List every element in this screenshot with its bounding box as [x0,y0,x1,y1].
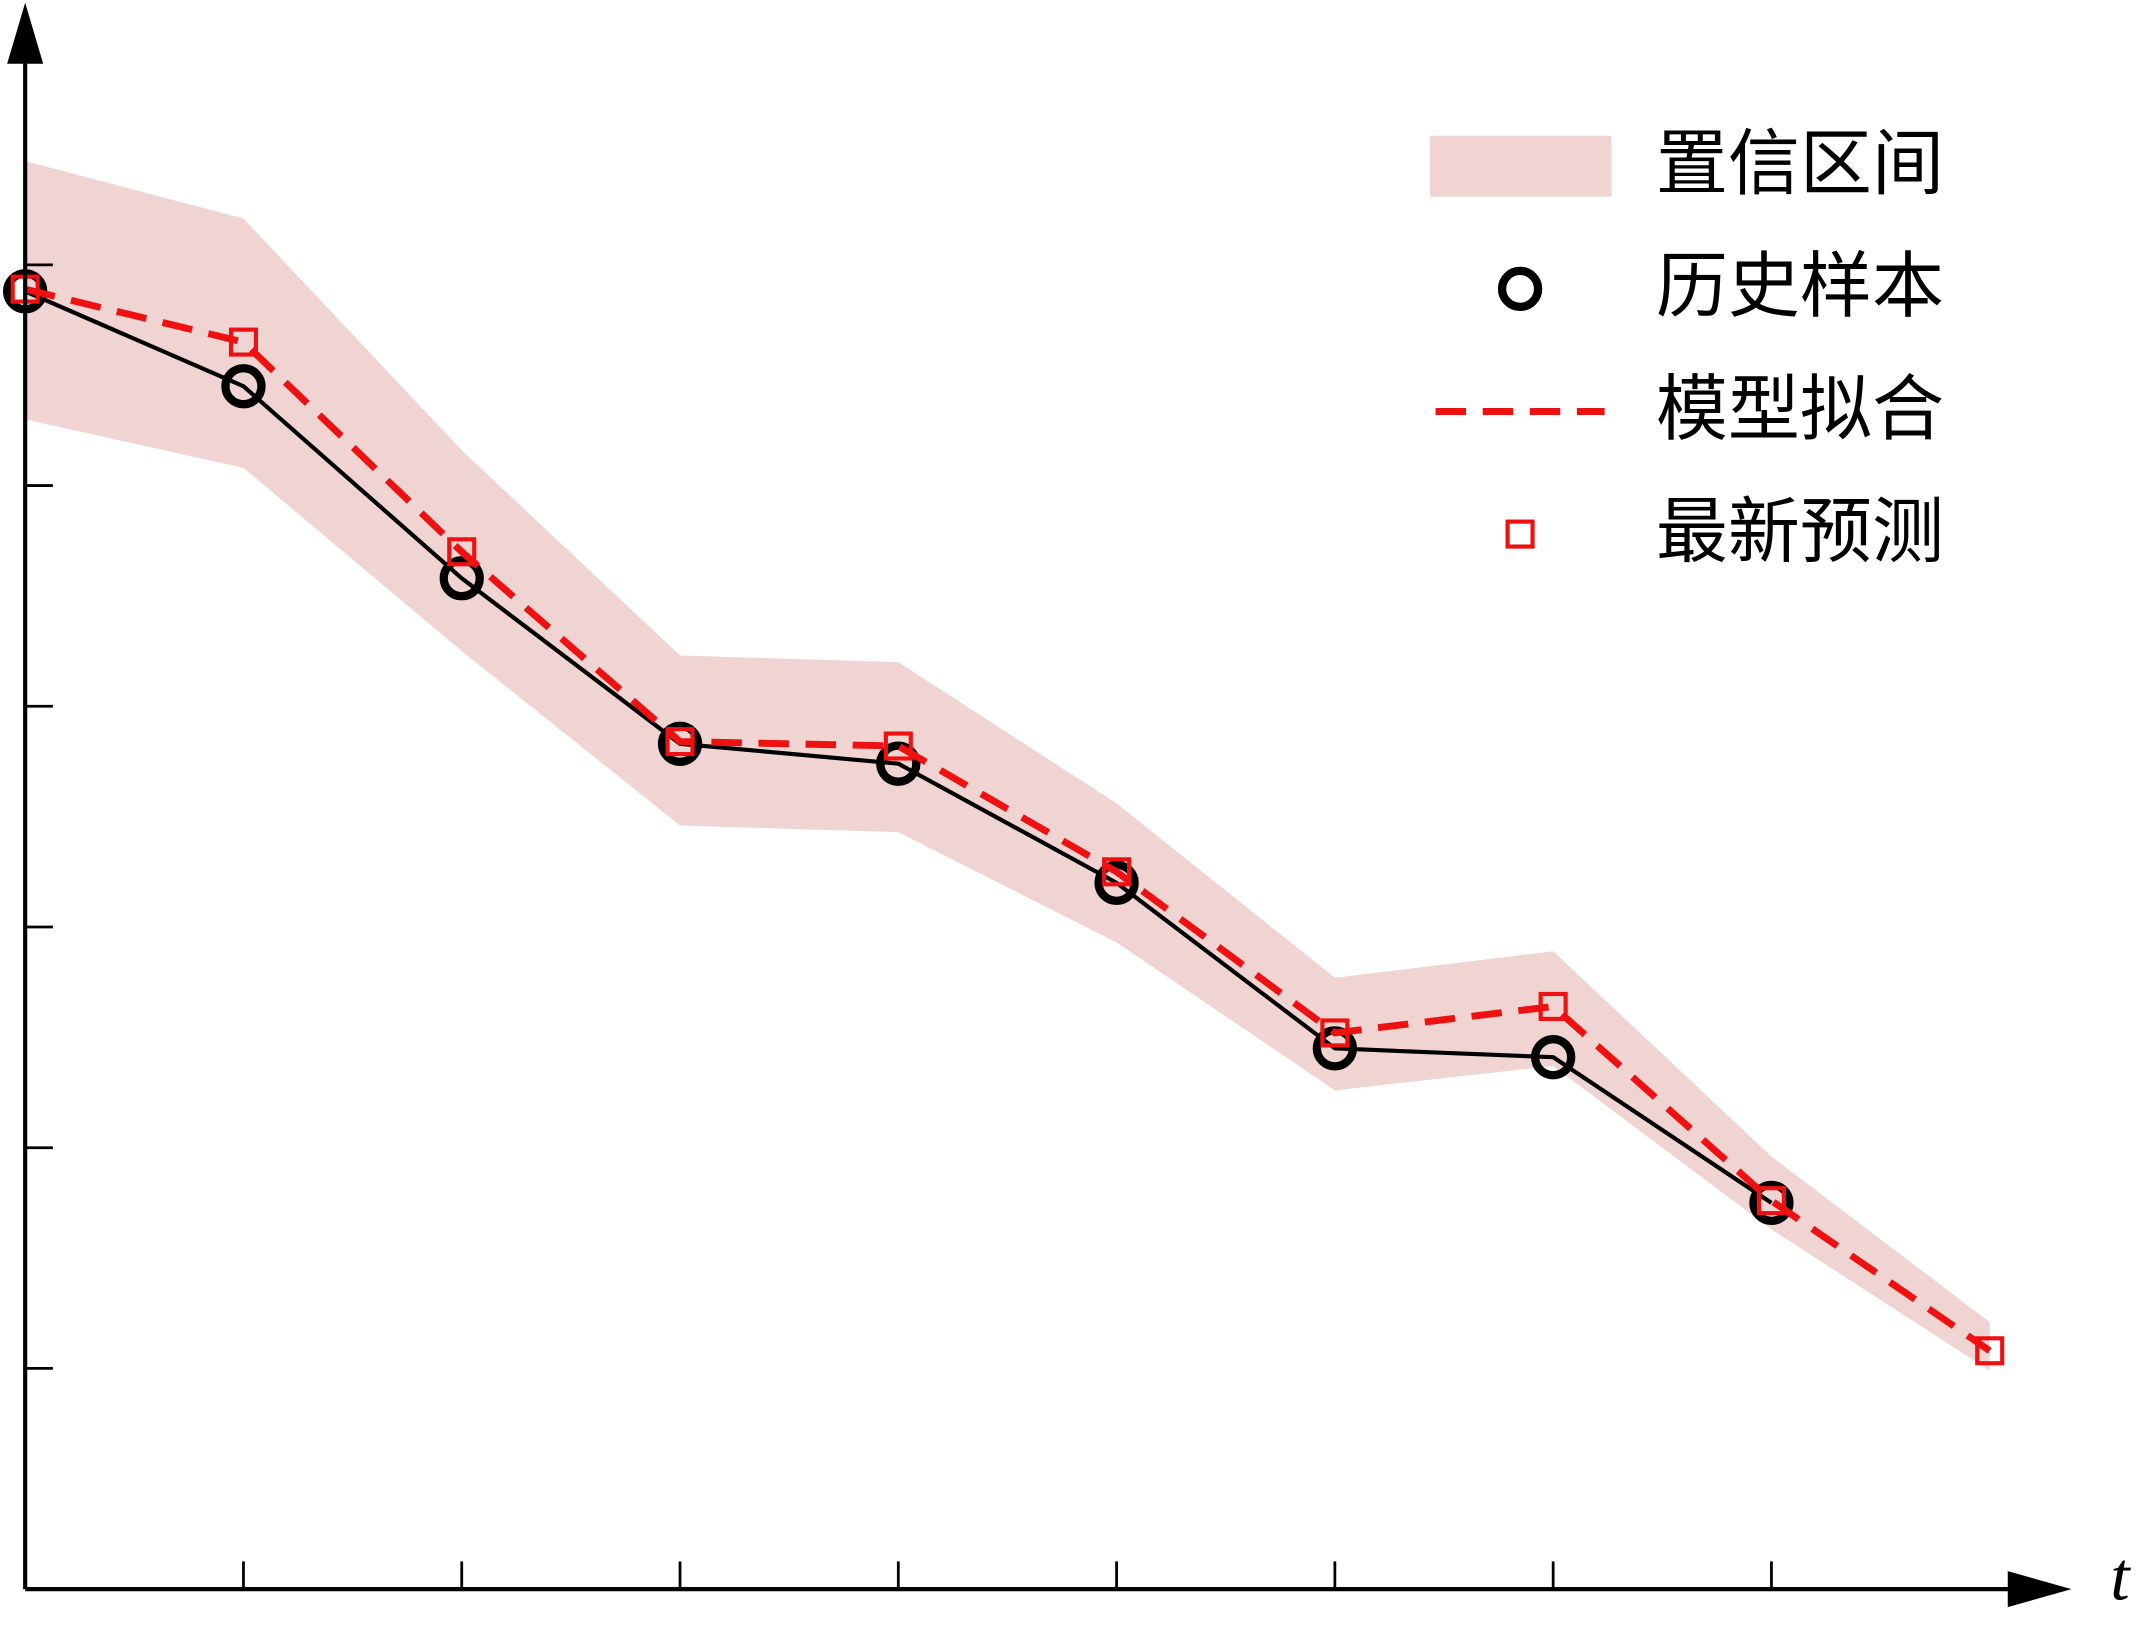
confidence-band [25,161,1990,1371]
prediction-point [228,327,259,357]
x-axis-arrow [2007,1571,2072,1608]
legend-label: 最新预测 [1656,489,1944,573]
prediction-point [1538,991,1568,1021]
history-point [439,556,484,601]
history-point [221,364,266,409]
history-point [1530,1035,1576,1080]
y-axis-arrow [7,2,44,64]
prediction-point [1320,1018,1350,1048]
prediction-point [1102,857,1132,887]
legend-swatch [1505,519,1535,549]
prediction-point [447,537,477,567]
prediction-point [665,727,695,757]
fit-line [24,285,1992,1354]
prediction-point [1756,1186,1786,1216]
prediction-point [1975,1336,2005,1366]
legend-swatch [1497,266,1543,312]
legend-label: 模型拟合 [1656,367,1944,451]
history-point [657,721,703,766]
legend-swatch [1430,135,1612,197]
history-line [24,289,1773,1205]
legend-label: 历史样本 [1656,244,1944,328]
legend-label: 置信区间 [1656,122,1944,206]
prediction-point [883,731,913,761]
history-point [1749,1180,1794,1226]
history-point [876,741,921,786]
history-point [1094,860,1139,906]
x-axis-label: t [2110,1537,2131,1614]
